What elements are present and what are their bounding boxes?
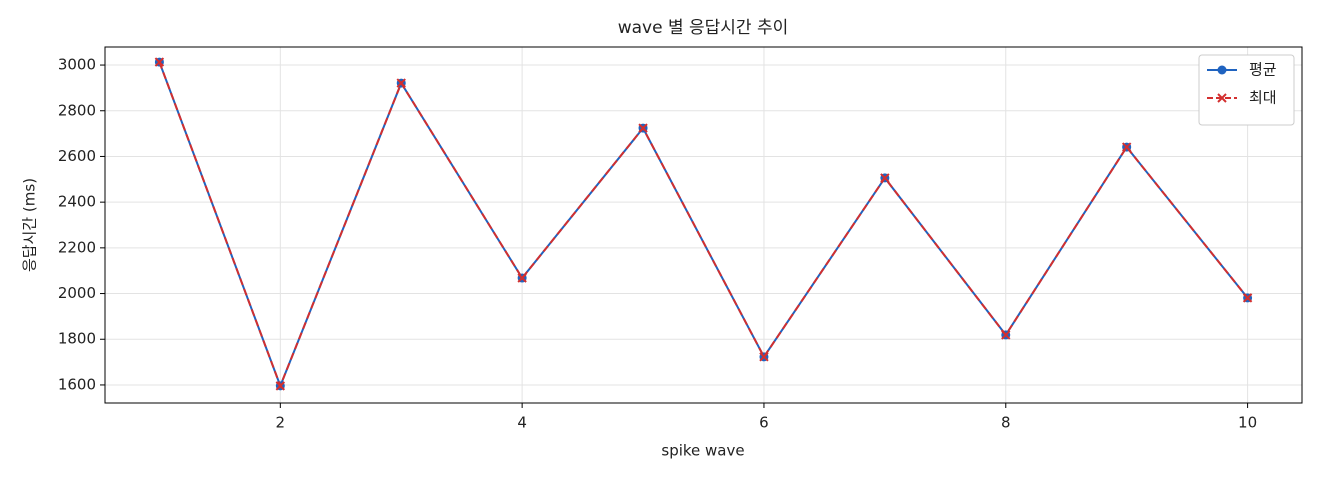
point [1121, 142, 1132, 152]
legend-label: 평균 [1249, 61, 1277, 79]
plot [154, 57, 1253, 391]
axes: 1600 1800 2000 2200 2400 2600 2800 3000 2 4 6 8 10 [58, 56, 1257, 432]
y-tick-label: 2400 [58, 193, 96, 211]
x-tick-label: 2 [276, 414, 286, 432]
point [1242, 293, 1253, 303]
y-axis-label: 응답시간 (ms) [21, 178, 39, 272]
point [1001, 330, 1011, 340]
y-tick-label: 2200 [58, 238, 96, 256]
y-tick-label: 2600 [58, 147, 96, 165]
point [275, 381, 286, 391]
x-tick-label: 10 [1238, 414, 1257, 432]
point [880, 173, 890, 183]
series-line [158, 61, 1249, 389]
point [638, 123, 648, 133]
point [517, 273, 527, 283]
legend-marker [1217, 65, 1227, 75]
plot-frame [104, 46, 1303, 404]
x-tick-label: 4 [517, 414, 527, 432]
y-tick-label: 2000 [58, 284, 96, 302]
x-axis-label: spike wave [661, 442, 744, 460]
y-tick-label: 2800 [58, 101, 96, 119]
legend-marker [1217, 93, 1227, 103]
chart-title: wave 별 응답시간 추이 [618, 18, 789, 38]
grid [105, 47, 1302, 403]
x-tick-label: 6 [759, 414, 769, 432]
x-tick-label: 8 [1001, 414, 1011, 432]
legend-label: 최대 [1249, 89, 1277, 107]
y-tick-label: 1600 [58, 375, 96, 393]
point [396, 78, 406, 88]
point [759, 352, 769, 362]
y-tick-label: 1800 [58, 330, 96, 348]
legend-box [1198, 54, 1295, 126]
point [154, 57, 165, 67]
y-tick-label: 3000 [58, 56, 96, 74]
